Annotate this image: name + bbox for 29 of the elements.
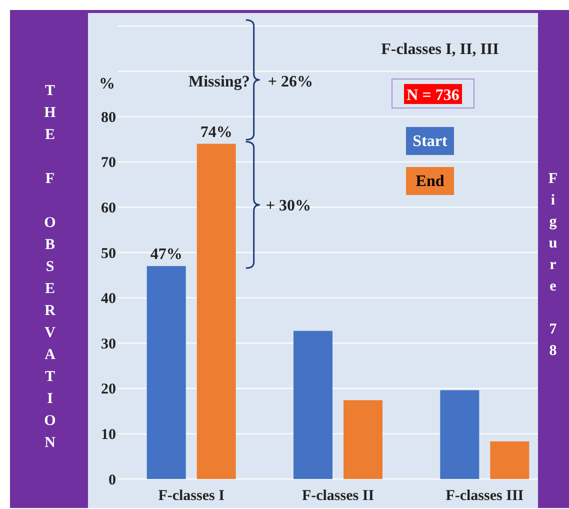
bar bbox=[490, 441, 530, 479]
text: F-classes I, II, III bbox=[381, 41, 499, 58]
text: End bbox=[416, 173, 444, 190]
bar bbox=[294, 330, 332, 479]
y-tick-label: 0 bbox=[108, 472, 116, 488]
bar bbox=[196, 144, 236, 479]
text: Figure 78 bbox=[548, 171, 558, 359]
bar bbox=[344, 400, 382, 479]
y-axis-title: % bbox=[99, 76, 115, 93]
y-tick-label: 70 bbox=[101, 155, 116, 172]
y-tick-label: 50 bbox=[101, 246, 116, 262]
y-tick-label: 20 bbox=[101, 382, 116, 398]
bar bbox=[440, 390, 480, 479]
annotation: Missing? bbox=[188, 73, 250, 90]
y-tick-label: 60 bbox=[101, 200, 116, 216]
annotation: + 26% bbox=[268, 73, 313, 90]
data-label: 47% bbox=[150, 246, 182, 264]
bar bbox=[146, 266, 186, 479]
text: THE F OBSERVATION bbox=[44, 83, 56, 451]
y-tick-label: 40 bbox=[101, 291, 116, 308]
annotation: + 30% bbox=[266, 198, 311, 215]
x-tick-label: F-classes I bbox=[158, 488, 225, 504]
x-tick-label: F-classes II bbox=[302, 488, 374, 504]
x-tick-label: F-classes III bbox=[446, 488, 524, 504]
y-tick-label: 10 bbox=[101, 426, 116, 443]
data-label: 74% bbox=[200, 124, 232, 141]
y-tick-label: 80 bbox=[101, 110, 116, 126]
text: Start bbox=[412, 133, 448, 150]
y-tick-label: 30 bbox=[101, 336, 116, 352]
